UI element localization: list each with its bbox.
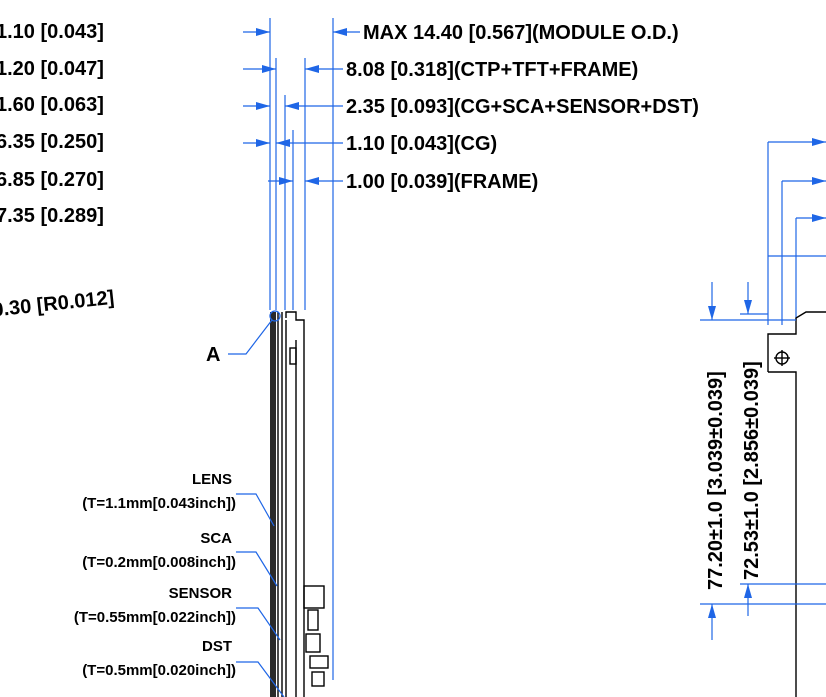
- left-dim-1: 1.10 [0.043]: [0, 21, 104, 43]
- layer-sensor-thickness: (T=0.55mm[0.022inch]): [74, 609, 236, 626]
- thickness-dimension-lines: [243, 18, 360, 680]
- module-outline-top: [767, 311, 826, 372]
- dim-height-72: 72.53±1.0 [2.856±0.039]: [741, 361, 763, 580]
- dim-cg-sca-sensor-dst: 2.35 [0.093](CG+SCA+SENSOR+DST): [346, 96, 699, 118]
- layer-sca-thickness: (T=0.2mm[0.008inch]): [82, 554, 236, 571]
- module-outline-side: [768, 371, 797, 697]
- layer-callouts: LENS (T=1.1mm[0.043inch]) SCA (T=0.2mm[0…: [74, 471, 285, 697]
- layer-lens-thickness: (T=1.1mm[0.043inch]): [82, 495, 236, 512]
- front-view: 77.20±1.0 [3.039±0.039] 72.53±1.0 [2.856…: [700, 138, 826, 697]
- radius-note: 4*R0.30 [R0.012]: [0, 287, 115, 325]
- layer-sensor-name: SENSOR: [169, 585, 233, 602]
- left-dim-3: 1.60 [0.063]: [0, 94, 104, 116]
- layer-sca-name: SCA: [200, 530, 232, 547]
- frame-outline: [285, 311, 305, 697]
- left-dim-6: 7.35 [0.289]: [0, 205, 104, 227]
- dim-height-77: 77.20±1.0 [3.039±0.039]: [705, 371, 727, 590]
- dim-cg: 1.10 [0.043](CG): [346, 133, 497, 155]
- layer-dst-thickness: (T=0.5mm[0.020inch]): [82, 662, 236, 679]
- layer-dst-name: DST: [202, 638, 232, 655]
- left-dim-4: 6.35 [0.250]: [0, 131, 104, 153]
- dim-frame: 1.00 [0.039](FRAME): [346, 171, 538, 193]
- lens-layer: [270, 312, 276, 697]
- thickness-dimension-labels: MAX 14.40 [0.567](MODULE O.D.) 8.08 [0.3…: [346, 22, 699, 193]
- side-view-section: [269, 310, 329, 697]
- left-dim-2: 1.20 [0.047]: [0, 58, 104, 80]
- dim-ctp-tft-frame: 8.08 [0.318](CTP+TFT+FRAME): [346, 59, 638, 81]
- left-dim-5: 6.85 [0.270]: [0, 169, 104, 191]
- layer-lens-name: LENS: [192, 471, 232, 488]
- detail-a-label: A: [206, 344, 220, 366]
- detail-a-marker: [269, 310, 281, 322]
- left-dimension-list: 1.10 [0.043] 1.20 [0.047] 1.60 [0.063] 6…: [0, 21, 104, 227]
- dim-module-od: MAX 14.40 [0.567](MODULE O.D.): [363, 22, 679, 44]
